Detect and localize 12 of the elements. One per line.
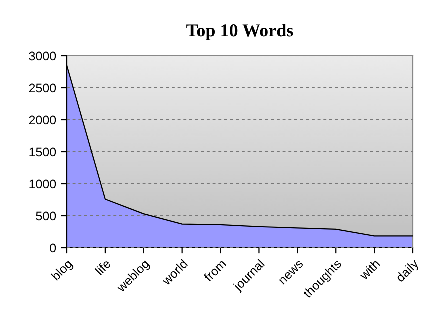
y-tick-label: 3000	[29, 52, 56, 61]
x-tick-label: from	[203, 259, 227, 282]
y-tick-label: 0	[50, 244, 56, 253]
y-tick-label: 500	[36, 212, 56, 221]
chart-title: Top 10 Words	[186, 24, 294, 40]
y-tick-label: 2500	[29, 84, 56, 93]
x-tick-label: life	[94, 258, 112, 276]
x-tick-label: with	[358, 258, 380, 281]
y-tick-label: 1500	[30, 148, 56, 157]
y-tick-label: 1000	[30, 180, 56, 189]
y-tick-label: 2000	[29, 116, 56, 125]
x-tick-label: blog	[50, 258, 75, 283]
